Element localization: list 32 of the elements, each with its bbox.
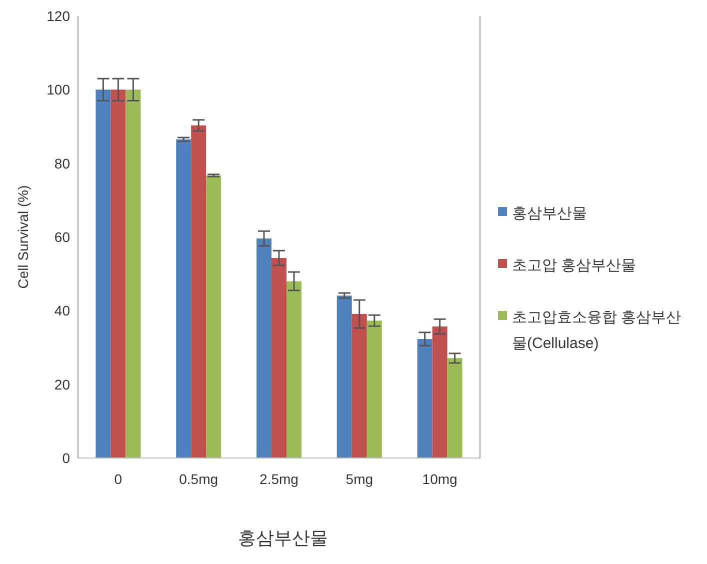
bar [432,326,448,458]
legend-label: 홍삼부산물 [512,204,587,224]
legend-label: 초고압 홍삼부산물 [512,256,636,276]
x-tick-label: 10mg [422,470,458,487]
x-tick-label: 0 [114,470,122,487]
bar [271,258,286,458]
y-tick-label: 120 [46,8,70,24]
y-axis-title: Cell Survival (%) [14,185,31,289]
bar [110,90,126,458]
legend-label: 초고압효소융합 홍삼부산물(Cellulase) [512,308,682,354]
bar [286,281,302,458]
bar [336,296,352,458]
bar [256,238,272,458]
bar [417,339,432,458]
bar [352,314,367,458]
bar [191,125,206,458]
y-tick-label: 20 [54,376,70,392]
bar [447,358,462,458]
bar [366,320,382,458]
bar [206,175,222,458]
y-tick-label: 40 [54,302,70,319]
bar [126,90,141,458]
y-tick-label: 100 [46,82,70,98]
y-tick-label: 0 [62,450,70,466]
y-tick-label: 80 [54,155,70,172]
bar [96,90,111,458]
x-axis-title: 홍삼부산물 [237,527,329,550]
bar [176,139,192,458]
x-tick-label: 0.5mg [179,470,218,487]
y-tick-label: 60 [54,228,70,245]
x-tick-label: 5mg [346,470,374,487]
x-tick-label: 2.5mg [260,470,298,487]
